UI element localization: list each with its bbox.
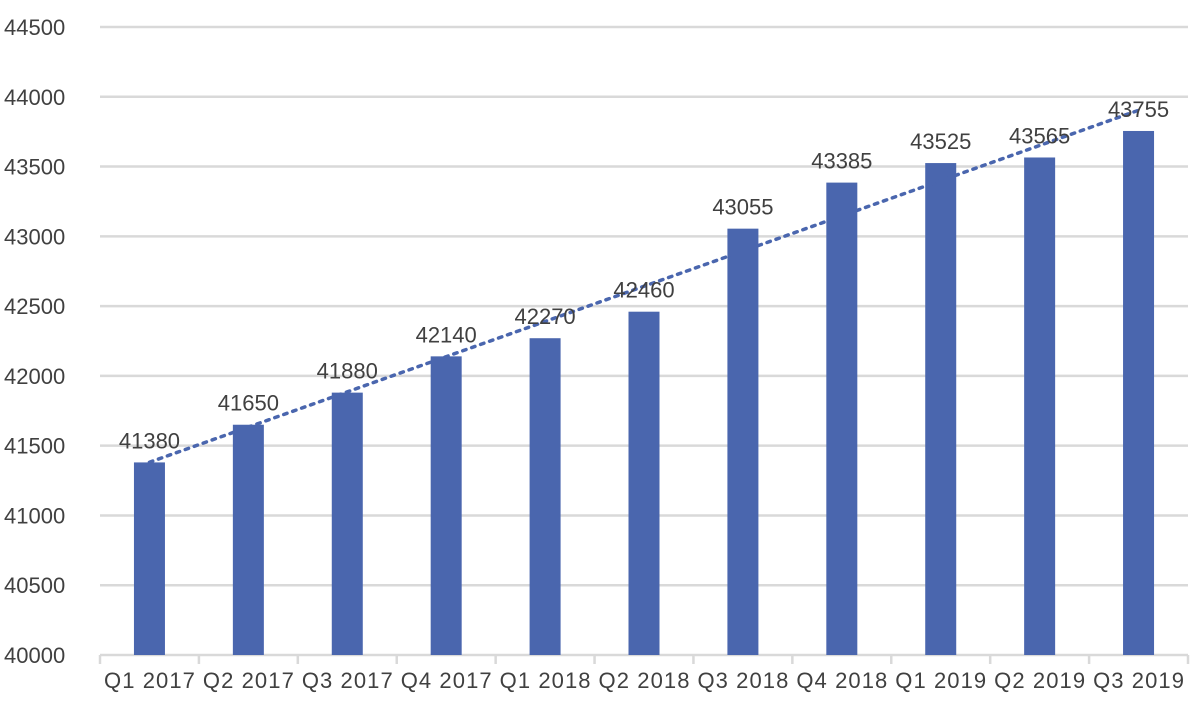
data-label-10: 43755 bbox=[1108, 97, 1169, 122]
bar-10 bbox=[1123, 130, 1155, 656]
y-tick-label-41000: 41000 bbox=[4, 503, 65, 528]
x-tick-label-8: Q1 2019 bbox=[895, 668, 986, 693]
data-label-7: 43385 bbox=[811, 149, 872, 174]
x-tick-label-2: Q3 2017 bbox=[302, 668, 393, 693]
data-label-4: 42270 bbox=[514, 304, 575, 329]
x-tick-label-5: Q2 2018 bbox=[599, 668, 690, 693]
x-tick-label-9: Q2 2019 bbox=[994, 668, 1085, 693]
y-tick-label-43000: 43000 bbox=[4, 224, 65, 249]
bars bbox=[133, 130, 1155, 656]
data-label-2: 41880 bbox=[317, 359, 378, 384]
data-label-8: 43525 bbox=[910, 129, 971, 154]
y-tick-label-44000: 44000 bbox=[4, 85, 65, 110]
bar-5 bbox=[628, 311, 660, 655]
data-label-0: 41380 bbox=[119, 428, 180, 453]
trendline-group bbox=[147, 108, 1141, 465]
y-tick-label-40500: 40500 bbox=[4, 573, 65, 598]
y-tick-label-40000: 40000 bbox=[4, 643, 65, 668]
data-label-5: 42460 bbox=[613, 278, 674, 303]
x-axis-tick-labels: Q1 2017 Q2 2017 Q3 2017 Q4 2017 Q1 2018 Q2 20… bbox=[104, 668, 1184, 693]
y-tick-label-44500: 44500 bbox=[4, 15, 65, 40]
x-tick-label-6: Q3 2018 bbox=[697, 668, 788, 693]
y-tick-label-41500: 41500 bbox=[4, 434, 65, 459]
bar-4 bbox=[529, 338, 561, 655]
y-tick-label-42500: 42500 bbox=[4, 294, 65, 319]
bar-3 bbox=[430, 356, 462, 655]
x-tick-label-7: Q4 2018 bbox=[796, 668, 887, 693]
trendline bbox=[147, 108, 1141, 465]
bar-7 bbox=[826, 182, 858, 656]
x-tick-label-1: Q2 2017 bbox=[203, 668, 294, 693]
bar-6 bbox=[727, 228, 759, 655]
data-labels: 41380 41650 41880 42140 42270 42460 43055 43385… bbox=[119, 97, 1169, 453]
x-tick-label-0: Q1 2017 bbox=[104, 668, 195, 693]
bar-8 bbox=[925, 163, 957, 656]
data-label-6: 43055 bbox=[712, 195, 773, 220]
data-label-1: 41650 bbox=[218, 391, 279, 416]
y-axis-tick-labels: 40000 40500 41000 41500 42000 42500 43000 43500… bbox=[4, 15, 65, 668]
bar-0 bbox=[133, 462, 165, 655]
bar-2 bbox=[331, 392, 363, 655]
x-tick-label-3: Q4 2017 bbox=[401, 668, 492, 693]
y-tick-label-42000: 42000 bbox=[4, 364, 65, 389]
x-tick-label-4: Q1 2018 bbox=[500, 668, 591, 693]
y-tick-label-43500: 43500 bbox=[4, 155, 65, 180]
data-label-9: 43565 bbox=[1009, 123, 1070, 148]
bar-1 bbox=[232, 424, 264, 655]
bar-9 bbox=[1024, 157, 1056, 656]
x-tick-label-10: Q3 2019 bbox=[1093, 668, 1184, 693]
data-label-3: 42140 bbox=[416, 322, 477, 347]
